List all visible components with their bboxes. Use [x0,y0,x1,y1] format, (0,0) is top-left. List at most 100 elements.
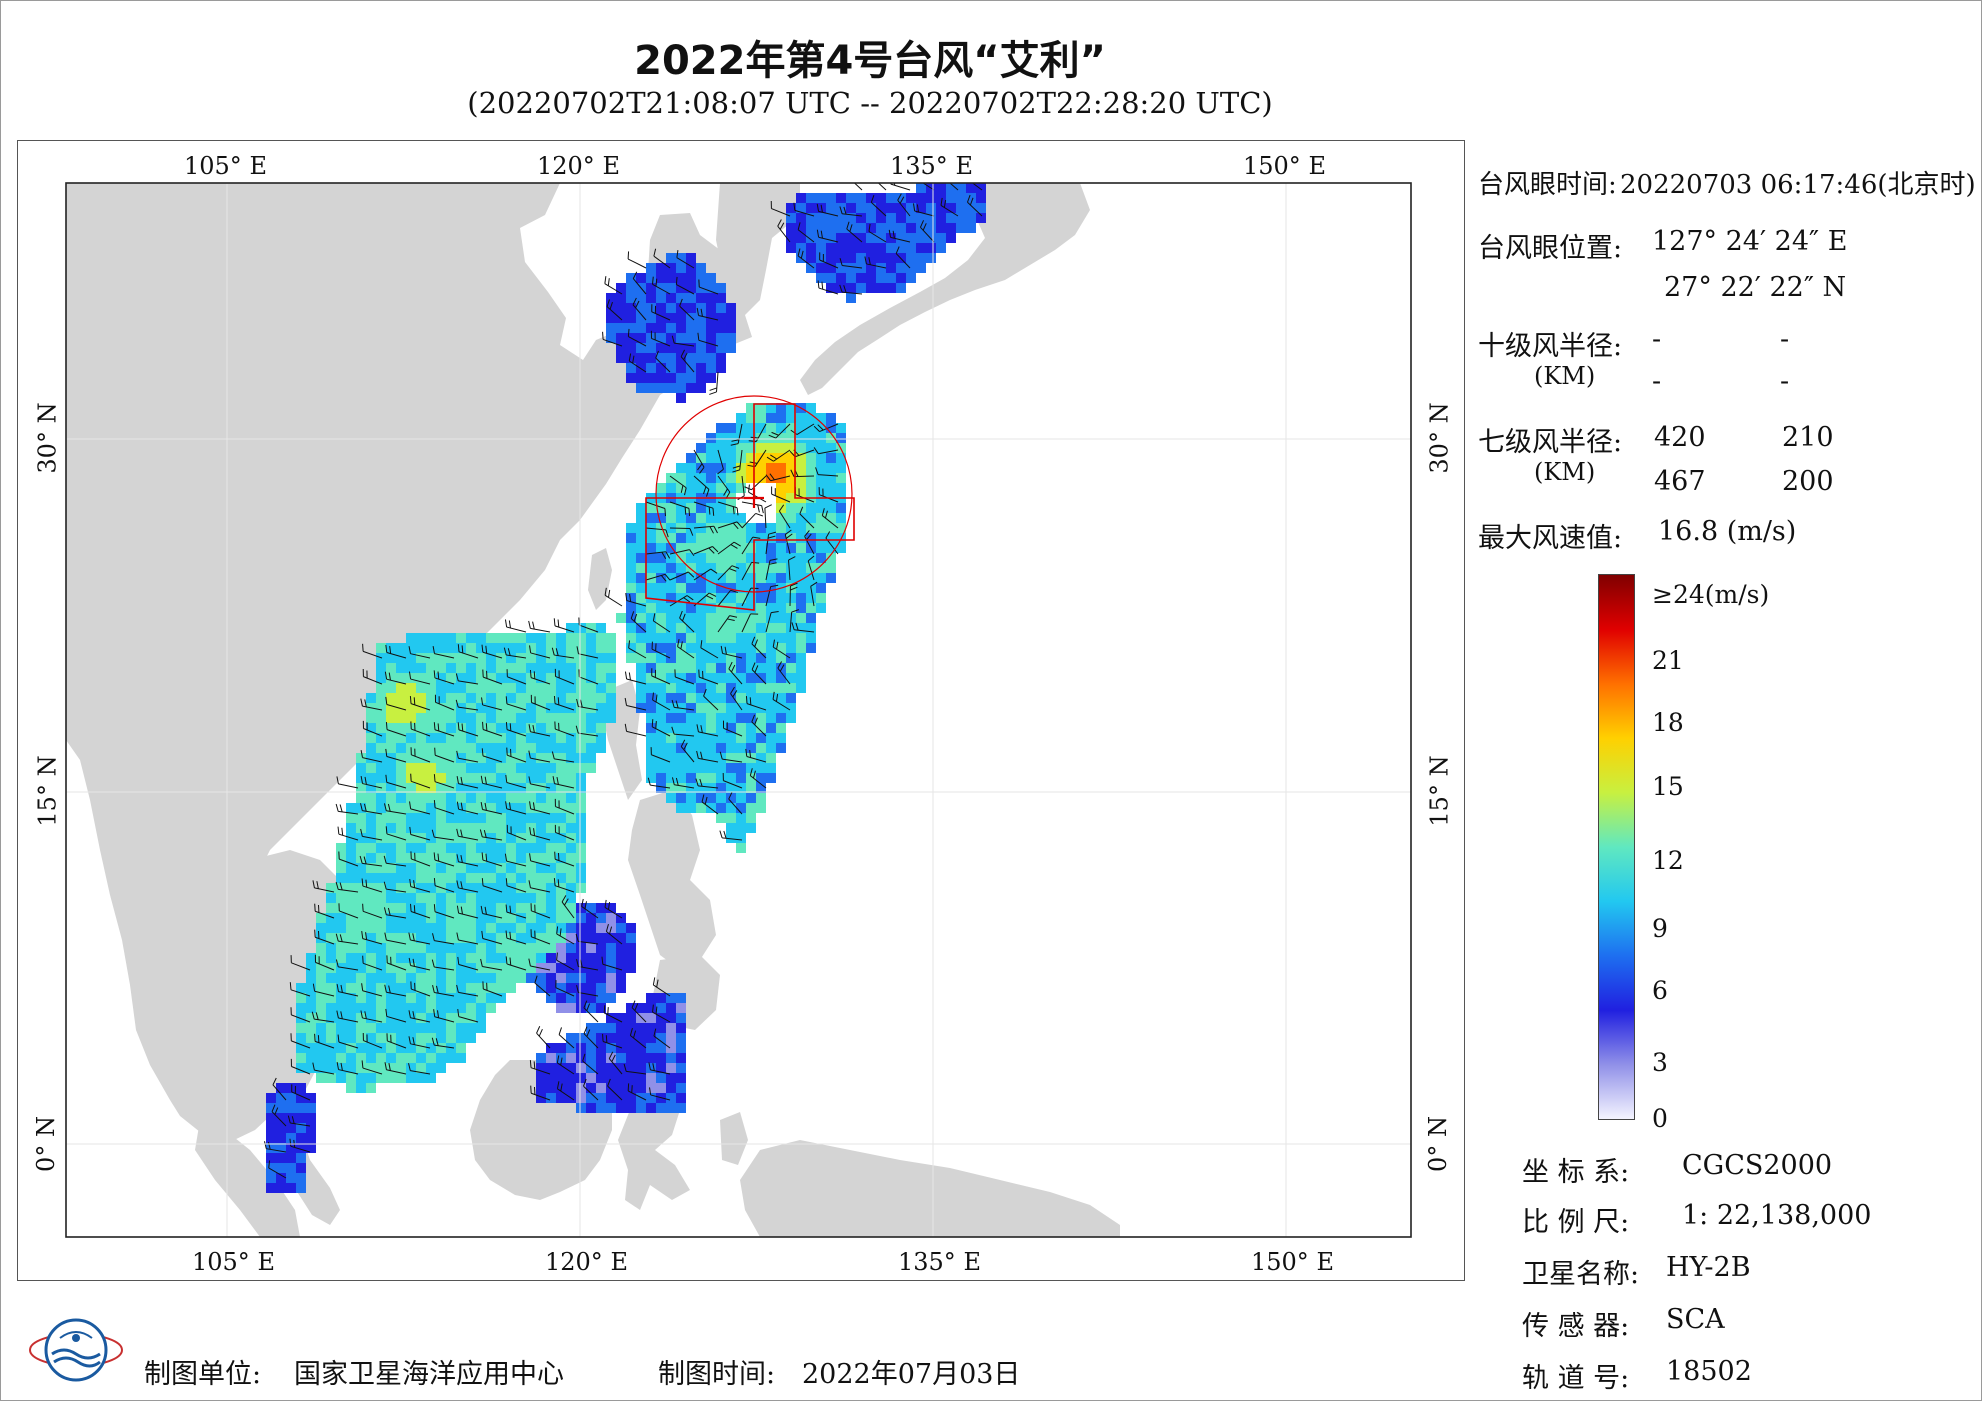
wind-barb [693,546,719,555]
wind-cell [646,673,656,683]
wind-cell [356,913,366,923]
wind-cell [796,223,806,233]
wind-cell [496,673,506,683]
wind-cell [726,593,736,603]
wind-cell [686,763,696,773]
max-wind-value: 16.8 (m/s) [1658,516,1797,547]
wind-cell [436,903,446,913]
wind-cell [426,643,436,653]
wind-cell [366,893,376,903]
wind-cell [706,743,716,753]
wind-barb [696,724,719,737]
wind-cell [576,843,586,853]
wind-barb [630,611,647,633]
wind-cell [676,713,686,723]
wind-cell [426,903,436,913]
wind-cell [526,943,536,953]
wind-cell [686,803,696,813]
wind-cell [406,1003,416,1013]
wind-cell [456,683,466,693]
wind-cell [756,553,766,563]
wind-cell [746,543,756,553]
wind-cell [696,533,706,543]
wind-barb [529,1060,551,1075]
wind-cell [686,793,696,803]
wind-barb [360,803,383,815]
wind-cell [676,1103,686,1113]
wind-cell [816,253,826,263]
wind-cell [936,223,946,233]
wind-cell [836,483,846,493]
wind-cell [556,803,566,813]
wind-barb [693,525,718,534]
wind-barb [777,661,791,685]
wind-cell [726,673,736,683]
wind-cell [656,283,666,293]
wind-cell [436,653,446,663]
wind-cell [646,273,656,283]
wind-cell [796,613,806,623]
wind-cell [626,273,636,283]
wind-cell [696,693,706,703]
wind-cell [776,403,786,413]
wind-cell [576,803,586,813]
wind-cell [686,653,696,663]
land-japan [800,183,1090,395]
wind-cell [456,873,466,883]
wind-barb [556,952,575,971]
wind-barb [839,284,863,295]
wind-barb [813,423,839,432]
wind-cell [356,1043,366,1053]
wind-cell [566,1033,576,1043]
wind-barb [602,1033,623,1049]
wind-cell [746,553,756,563]
wind-cell [336,873,346,883]
wind-cell [526,733,536,743]
wind-cell [766,693,776,703]
wind-barb [555,980,575,997]
wind-cell [596,733,606,743]
wind-cell [376,743,386,753]
wind-cell [656,723,666,733]
wind-cell [386,863,396,873]
wind-cell [706,533,716,543]
wind-cell [316,973,326,983]
wind-cell [666,1033,676,1043]
wind-cell [606,663,616,673]
wind-cell [716,803,726,813]
wind-cell [426,783,436,793]
wind-cell [666,753,676,763]
wind-cell [516,923,526,933]
wind-cell [906,273,916,283]
wind-cell [576,763,586,773]
wind-cell [376,803,386,813]
wind-barb [602,331,623,347]
wind-cell [546,693,556,703]
wind-cell [286,1113,296,1123]
wind-cell [676,993,686,1003]
wind-cell [806,223,816,233]
wind-cell [396,783,406,793]
wind-cell [406,843,416,853]
wind-cell [406,893,416,903]
wind-cell [696,363,706,373]
wind-cell [486,633,496,643]
wind-cell [376,933,386,943]
wind-cell [756,723,766,733]
wind-cell [436,643,446,653]
wind-cell [906,193,916,203]
wind-cell [346,973,356,983]
wind-cell [966,203,976,213]
wind-barb [335,959,359,971]
wind-cell [546,1093,556,1103]
wind-cell [426,1033,436,1043]
wind-cell [486,723,496,733]
typhoon-eye-marker [645,395,855,611]
wind-cell [876,273,886,283]
wind-cell [386,903,396,913]
wind-barb [623,1063,647,1075]
wind-cell [346,1063,356,1073]
wind-cell [316,983,326,993]
wind-cell [606,293,616,303]
